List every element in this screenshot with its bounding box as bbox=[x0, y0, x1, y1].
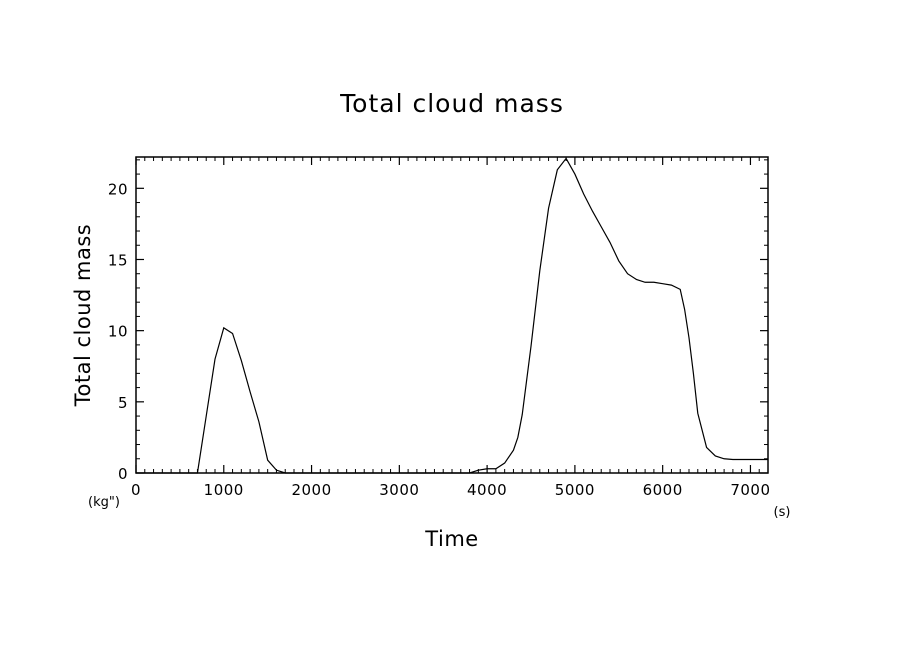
y-tick-label: 20 bbox=[108, 180, 128, 198]
y-tick-labels: 0 5 10 15 20 bbox=[108, 180, 128, 483]
x-tick-label: 2000 bbox=[291, 481, 331, 499]
x-tick-label: 4000 bbox=[467, 481, 507, 499]
x-tick-label: 1000 bbox=[204, 481, 244, 499]
y-tick-label: 5 bbox=[118, 394, 128, 412]
y-tick-label: 0 bbox=[118, 465, 128, 483]
x-tick-label: 5000 bbox=[555, 481, 595, 499]
x-major-ticks bbox=[135, 157, 752, 473]
x-minor-ticks bbox=[144, 157, 769, 473]
x-tick-label: 0 bbox=[131, 481, 141, 499]
x-tick-labels: 0 1000 2000 3000 4000 5000 6000 7000 bbox=[131, 481, 770, 499]
x-unit-label: (s) bbox=[774, 505, 791, 520]
y-minor-ticks bbox=[136, 159, 768, 460]
x-axis-label: Time bbox=[424, 527, 478, 551]
x-tick-label: 3000 bbox=[379, 481, 419, 499]
series-line bbox=[136, 157, 768, 474]
y-axis-label: Total cloud mass bbox=[71, 224, 95, 407]
y-tick-label: 15 bbox=[108, 251, 128, 269]
y-major-ticks bbox=[136, 187, 768, 474]
x-tick-label: 7000 bbox=[730, 481, 770, 499]
plot-frame bbox=[135, 156, 769, 474]
x-tick-label: 6000 bbox=[643, 481, 683, 499]
y-unit-label: (kg") bbox=[88, 495, 120, 510]
chart-title: Total cloud mass bbox=[339, 89, 564, 118]
y-tick-label: 10 bbox=[108, 323, 128, 341]
